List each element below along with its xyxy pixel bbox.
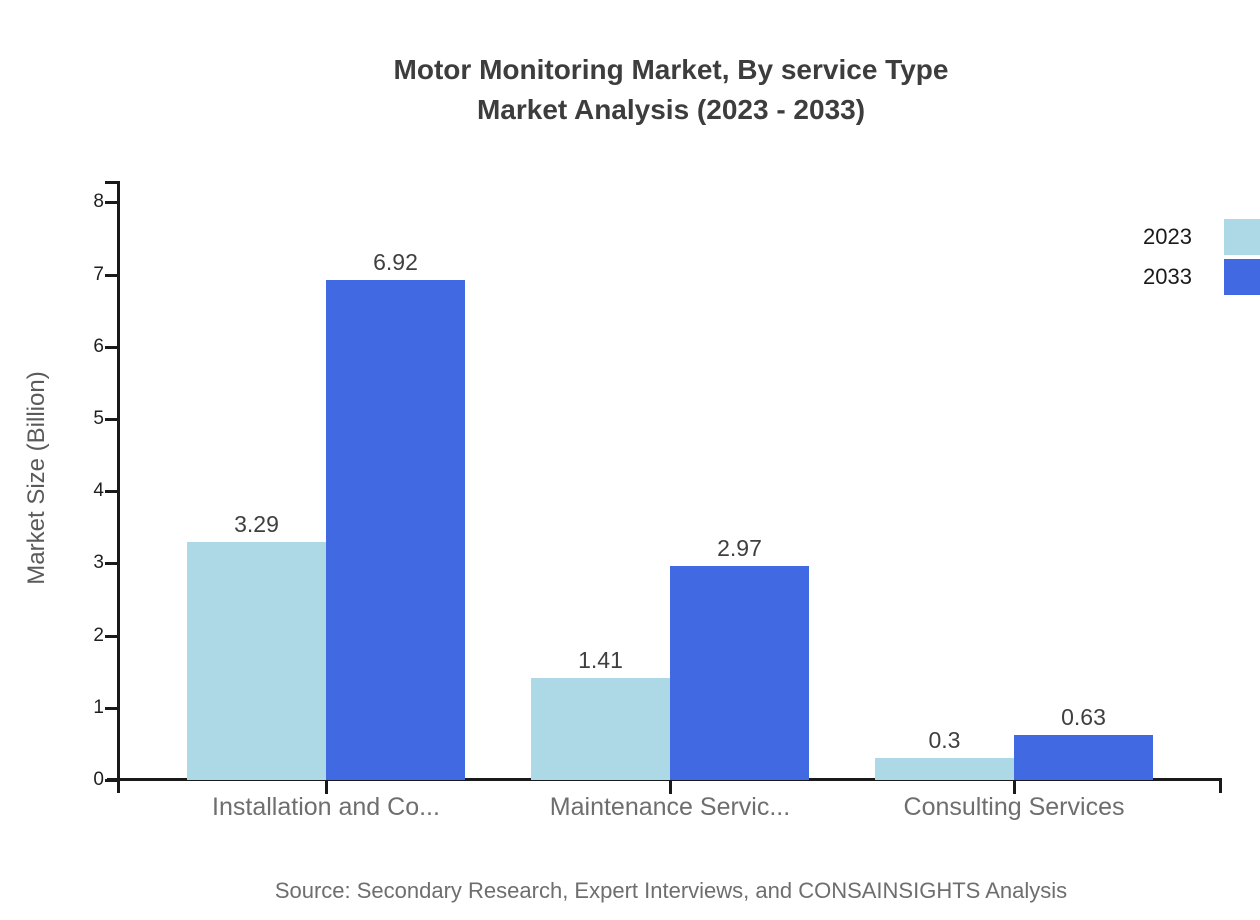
y-tick xyxy=(105,345,118,349)
y-tick xyxy=(105,562,118,566)
bar-2033 xyxy=(326,280,465,780)
y-tick-label: 8 xyxy=(93,191,104,213)
y-tick xyxy=(105,634,118,638)
bar-value-label: 3.29 xyxy=(234,511,279,537)
bar-value-label: 6.92 xyxy=(373,249,418,275)
x-category-label: Consulting Services xyxy=(903,793,1125,821)
y-tick-label: 0 xyxy=(93,769,104,790)
y-tick-label: 3 xyxy=(93,552,104,574)
legend-swatch-2023 xyxy=(1224,219,1260,255)
y-tick-label: 7 xyxy=(93,263,104,285)
y-tick xyxy=(105,273,118,277)
y-tick xyxy=(105,706,118,710)
bar-2023 xyxy=(531,678,670,780)
x-category-label: Installation and Co... xyxy=(212,793,440,821)
y-tick-label: 6 xyxy=(93,335,104,357)
bar-2033 xyxy=(1014,735,1153,780)
chart-title-line1: Motor Monitoring Market, By service Type xyxy=(393,54,949,85)
legend-swatch-2033 xyxy=(1224,259,1260,295)
x-category-label: Maintenance Servic... xyxy=(549,793,791,821)
chart-title: Motor Monitoring Market, By service Type… xyxy=(120,50,1222,130)
y-tick-label: 1 xyxy=(93,696,104,718)
y-tick-label: 2 xyxy=(93,624,104,646)
y-tick xyxy=(105,418,118,421)
source-caption: Source: Secondary Research, Expert Inter… xyxy=(274,878,1068,903)
bar-2023 xyxy=(187,542,326,780)
x-axis-end-cap xyxy=(1219,779,1222,793)
bar-value-label: 1.41 xyxy=(578,647,623,673)
legend-label-2033: 2033 xyxy=(1143,264,1192,289)
y-tick xyxy=(105,779,118,782)
y-axis-line xyxy=(117,181,120,793)
legend-label-2023: 2023 xyxy=(1143,224,1192,249)
x-tick xyxy=(325,781,328,794)
y-tick-label: 4 xyxy=(93,480,104,502)
y-tick xyxy=(105,490,118,494)
x-tick xyxy=(669,781,672,794)
bar-value-label: 2.97 xyxy=(717,535,762,561)
legend-item-2023: 2023 xyxy=(0,219,1260,255)
y-tick-label: 5 xyxy=(93,408,104,429)
bar-2033 xyxy=(670,566,809,780)
y-tick xyxy=(105,201,118,205)
bar-2023 xyxy=(875,758,1014,780)
y-axis-end-cap xyxy=(105,181,118,184)
bar-value-label: 0.3 xyxy=(928,727,961,753)
x-tick xyxy=(1013,781,1016,794)
chart-title-line2: Market Analysis (2023 - 2033) xyxy=(476,94,866,125)
legend-item-2033: 2033 xyxy=(0,259,1260,295)
bar-value-label: 0.63 xyxy=(1061,704,1106,730)
